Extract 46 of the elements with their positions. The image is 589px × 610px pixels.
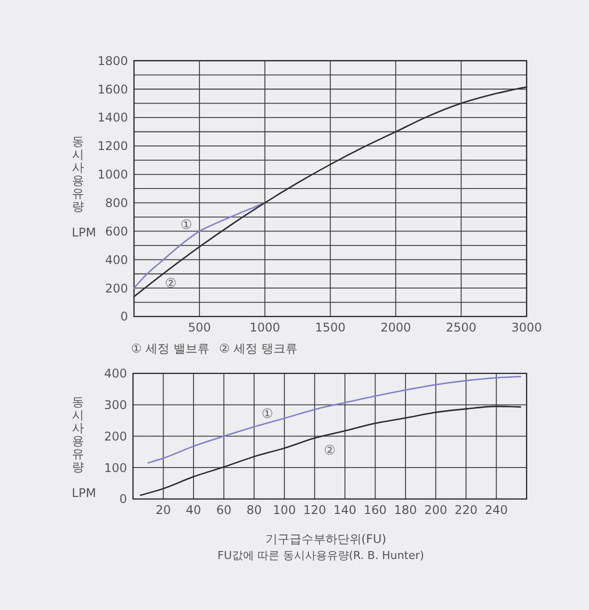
series-label: ② [324,444,336,459]
text: FU값에 따른 동시사용유량(R. B. Hunter) [218,549,424,562]
y-tick-label: 800 [105,196,128,210]
y-tick-label: 400 [105,252,128,267]
y-tick-label: 100 [104,460,127,475]
x-tick-label: 3000 [511,320,542,334]
y-axis-title: 동시사용유량 LPM [68,134,96,240]
x-tick-label: 100 [272,503,296,517]
line-series [133,202,266,289]
y-tick-label: 0 [119,492,127,506]
y-tick-label: 1400 [97,110,128,125]
x-tick-label: 1000 [250,320,280,334]
x-tick-label: 200 [424,503,448,517]
x-tick-label: 240 [484,503,508,517]
line-series [140,406,522,496]
x-tick-label: 40 [186,503,202,517]
y-tick-label: 200 [104,429,127,444]
text: ② 세정 탱크류 [219,342,298,356]
x-tick-label: 220 [454,503,478,517]
y-tick-label: 300 [104,398,127,412]
line-series [147,376,522,464]
y-axis-title: 동시사용유량 LPM [68,395,96,500]
x-tick-label: 180 [394,503,417,517]
series-label: ② [164,276,177,292]
y-tick-label: 1000 [97,168,128,182]
series-label: ① [180,218,192,234]
y-tick-label: 1200 [97,139,128,154]
series-label: ① [262,406,274,422]
x-axis-title: 기구급수부하단위(FU) [265,532,386,546]
x-tick-label: 60 [216,503,232,517]
y-tick-label: 600 [105,224,128,238]
y-tick-label: 400 [104,366,127,381]
x-tick-label: 160 [364,503,387,517]
y-tick-label: 0 [120,310,128,324]
x-tick-label: 1500 [315,320,346,334]
x-tick-label: 2000 [380,320,412,334]
y-tick-label: 1800 [97,54,128,68]
x-tick-label: 140 [333,503,356,517]
text: ① 세정 밸브류 [131,342,210,356]
x-tick-label: 500 [188,320,211,334]
x-tick-label: 80 [246,503,262,517]
x-tick-label: 120 [303,503,326,517]
y-tick-label: 200 [105,281,128,296]
x-tick-label: 2500 [446,320,476,334]
x-tick-label: 20 [156,503,171,517]
y-tick-label: 1600 [97,82,128,96]
